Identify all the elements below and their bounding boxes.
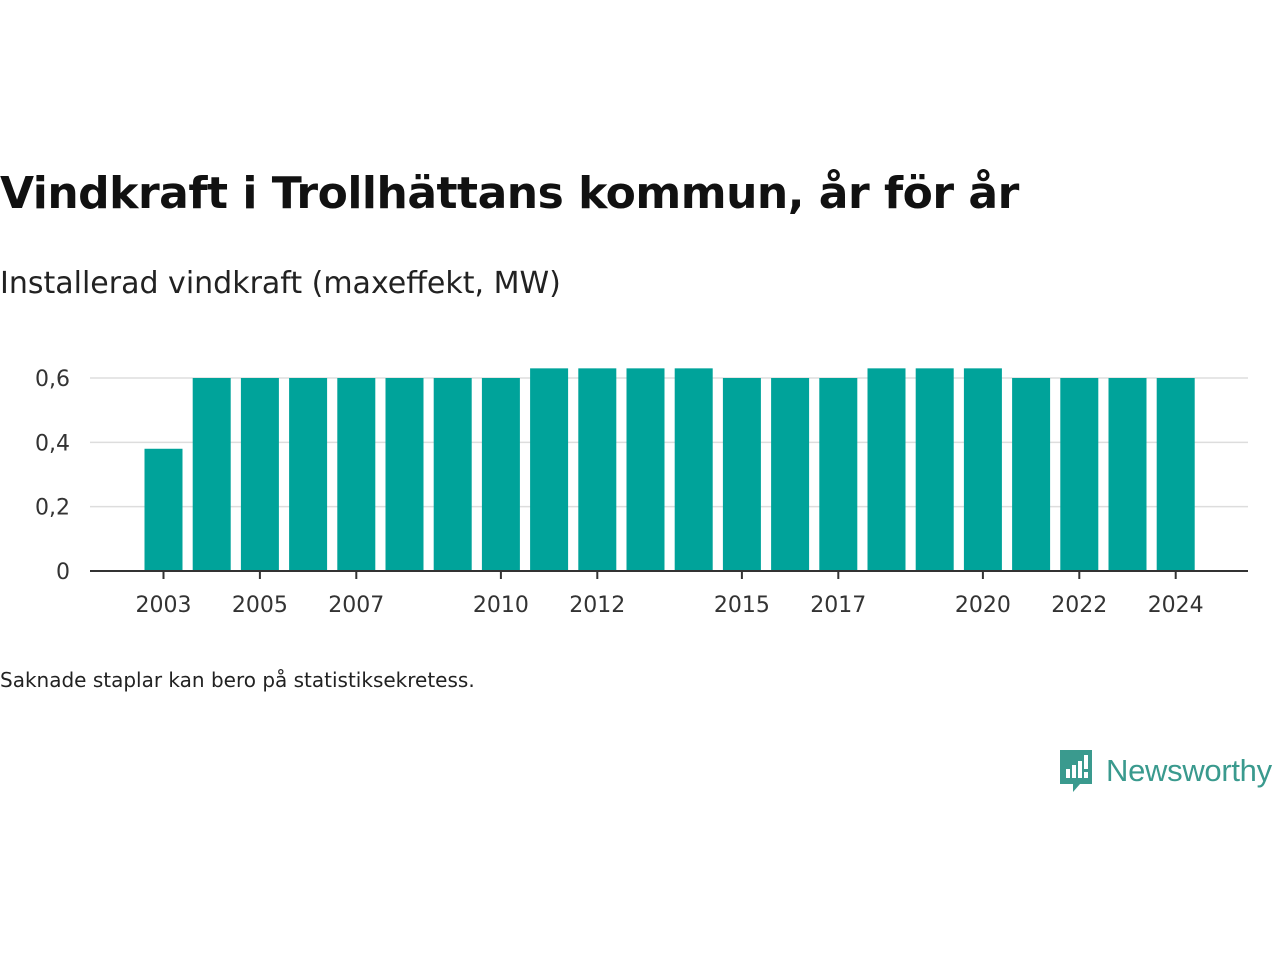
bar-2021 bbox=[1012, 377, 1051, 571]
bar-2005 bbox=[240, 377, 279, 571]
x-tick-label: 2012 bbox=[569, 593, 625, 618]
x-tick-label: 2024 bbox=[1148, 593, 1204, 618]
bar-2016 bbox=[771, 377, 810, 571]
x-tick-label: 2005 bbox=[232, 593, 288, 618]
chart-subtitle: Installerad vindkraft (maxeffekt, MW) bbox=[0, 266, 561, 301]
bar-2007 bbox=[337, 377, 376, 571]
axes bbox=[90, 570, 1248, 579]
bar-2010 bbox=[481, 377, 520, 571]
bar-2019 bbox=[915, 368, 954, 571]
bar-2008 bbox=[385, 377, 424, 571]
newsworthy-logo-icon bbox=[1060, 750, 1092, 792]
y-tick-label: 0,6 bbox=[35, 367, 70, 392]
x-tick-label: 2010 bbox=[473, 593, 529, 618]
bar-2011 bbox=[530, 368, 569, 571]
bar-2023 bbox=[1108, 377, 1147, 571]
bar-2009 bbox=[433, 377, 472, 571]
bar-chart: 0 0,2 0,4 0,6 2003 2005 2007 2010 2012 2015 2017 20… bbox=[35, 367, 1248, 618]
bar-2022 bbox=[1060, 377, 1099, 571]
bar-2020 bbox=[963, 368, 1002, 571]
bar-2015 bbox=[722, 377, 761, 571]
y-tick-label: 0,4 bbox=[35, 431, 70, 456]
bar-2006 bbox=[289, 377, 328, 571]
bar-2004 bbox=[192, 377, 231, 571]
bar-2012 bbox=[578, 368, 617, 571]
y-tick-label: 0 bbox=[56, 560, 70, 585]
brand-name: Newsworthy bbox=[1106, 753, 1272, 788]
x-tick-label: 2020 bbox=[955, 593, 1011, 618]
x-tick-label: 2017 bbox=[810, 593, 866, 618]
brand: Newsworthy bbox=[1058, 748, 1272, 794]
x-tick-label: 2007 bbox=[328, 593, 384, 618]
bar-2018 bbox=[867, 368, 906, 571]
bar-2013 bbox=[626, 368, 665, 571]
footnote: Saknade staplar kan bero på statistiksek… bbox=[0, 668, 475, 692]
x-tick-label: 2022 bbox=[1051, 593, 1107, 618]
bar-2003 bbox=[144, 448, 183, 571]
gridlines bbox=[90, 377, 1248, 508]
x-tick-label: 2003 bbox=[136, 593, 192, 618]
chart-title: Vindkraft i Trollhättans kommun, år för … bbox=[0, 168, 1019, 219]
bar-2024 bbox=[1156, 377, 1195, 571]
y-tick-label: 0,2 bbox=[35, 496, 70, 521]
bar-2017 bbox=[819, 377, 858, 571]
bars bbox=[144, 368, 1195, 571]
tick-labels: 0 0,2 0,4 0,6 2003 2005 2007 2010 2012 2015 2017 20… bbox=[35, 367, 1204, 618]
x-tick-label: 2015 bbox=[714, 593, 770, 618]
bar-2014 bbox=[674, 368, 713, 571]
